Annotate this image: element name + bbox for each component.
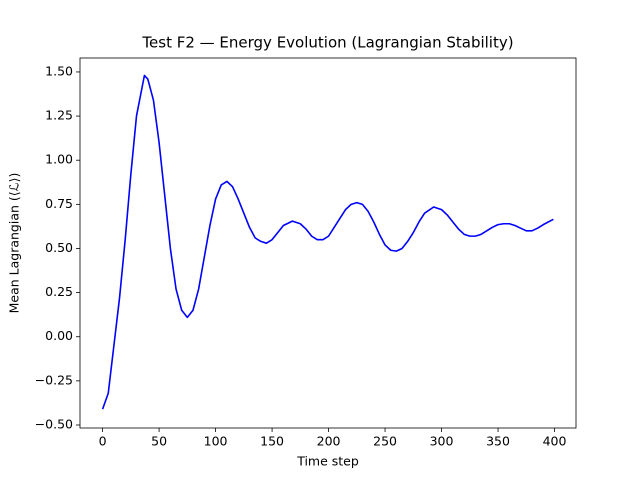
y-axis-label: Mean Lagrangian (⟨ℒ⟩) (7, 173, 22, 314)
x-tick-label: 50 (151, 434, 167, 449)
y-tick-label: −0.50 (35, 416, 73, 431)
y-tick-label: 1.25 (45, 108, 73, 123)
line-series (101, 74, 554, 410)
x-tick-label: 250 (373, 434, 397, 449)
y-tick-label: 0.75 (45, 196, 73, 211)
y-tick-label: 0.25 (45, 284, 73, 299)
y-tick-label: 0.00 (45, 328, 73, 343)
x-axis-label: Time step (296, 454, 359, 469)
plot-frame (79, 57, 577, 429)
x-tick-label: 400 (543, 434, 567, 449)
x-tick-label: 350 (486, 434, 510, 449)
y-tick-label: −0.25 (35, 372, 73, 387)
x-tick-label: 100 (204, 434, 228, 449)
x-tick-label: 200 (317, 434, 341, 449)
x-tick-label: 300 (430, 434, 454, 449)
chart-title: Test F2 — Energy Evolution (Lagrangian S… (141, 34, 513, 52)
y-tick-label: 1.00 (45, 152, 73, 167)
y-tick-label: 0.50 (45, 240, 73, 255)
x-tick-label: 0 (99, 434, 107, 449)
x-tick-label: 150 (260, 434, 284, 449)
y-tick-label: 1.50 (45, 63, 73, 78)
